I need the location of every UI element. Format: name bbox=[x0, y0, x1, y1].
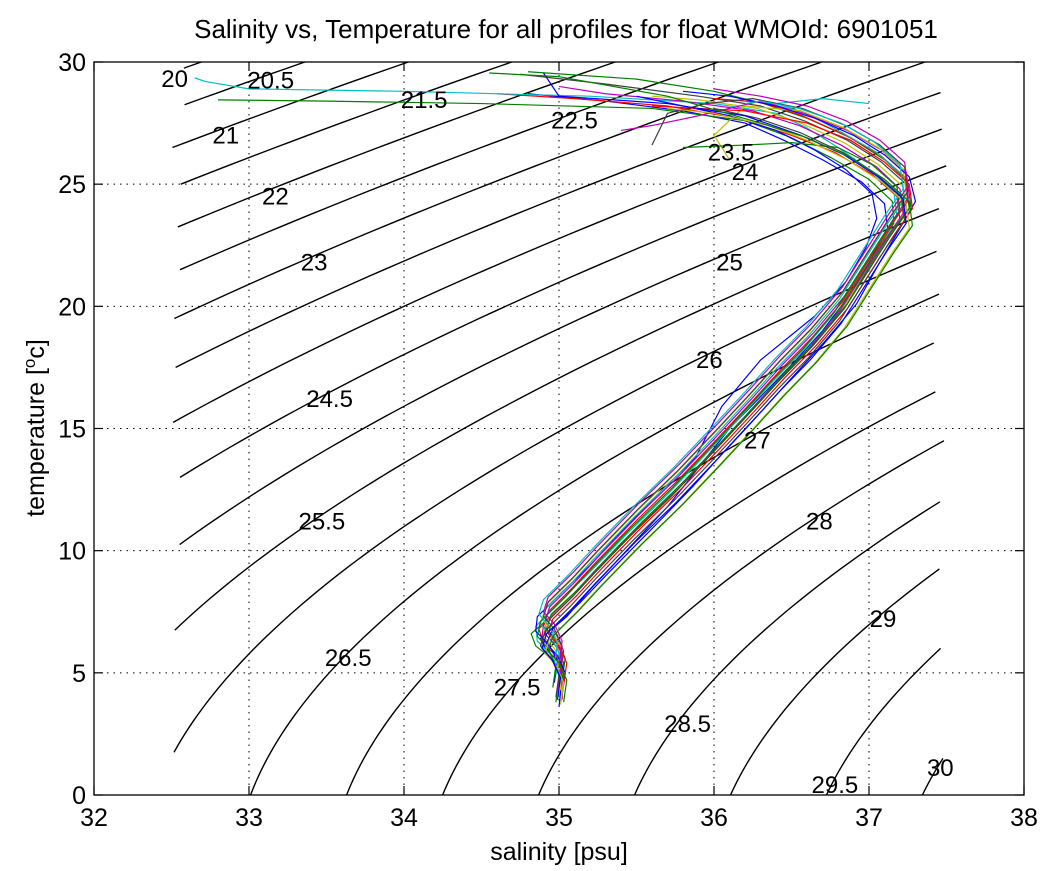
density-contour bbox=[441, 391, 936, 795]
contour-label: 27.5 bbox=[494, 674, 541, 701]
density-contour bbox=[173, 250, 937, 753]
profile-series bbox=[544, 100, 910, 673]
density-contour bbox=[537, 440, 945, 795]
profile-series bbox=[544, 107, 910, 705]
contour-label: 22.5 bbox=[551, 108, 598, 135]
density-contour bbox=[184, 62, 307, 106]
y-tick-label: 15 bbox=[58, 416, 86, 444]
density-contour bbox=[180, 62, 514, 185]
density-contour bbox=[174, 62, 824, 320]
contour-label: 20.5 bbox=[247, 67, 294, 94]
profile-series bbox=[542, 98, 909, 678]
contour-label: 25.5 bbox=[298, 508, 345, 535]
x-tick-label: 38 bbox=[1010, 804, 1038, 832]
x-tick-label: 36 bbox=[700, 804, 728, 832]
density-contour bbox=[172, 91, 941, 424]
y-tick-label: 10 bbox=[58, 538, 86, 566]
density-contour bbox=[345, 342, 935, 795]
profile-series bbox=[542, 98, 909, 669]
x-tick-label: 32 bbox=[80, 804, 108, 832]
density-contour bbox=[179, 165, 947, 546]
contour-label: 29 bbox=[870, 606, 897, 633]
y-axis-label-main: temperature [ bbox=[22, 368, 50, 517]
contour-label: 25 bbox=[716, 249, 743, 276]
contour-label: 30 bbox=[927, 755, 954, 782]
contour-label: 23.5 bbox=[708, 139, 755, 166]
density-contour bbox=[729, 568, 940, 795]
profile-series bbox=[538, 100, 904, 666]
density-contour bbox=[172, 62, 411, 149]
y-tick-label: 0 bbox=[72, 782, 86, 810]
contour-label: 26 bbox=[696, 347, 723, 374]
density-contours bbox=[172, 62, 947, 795]
contour-label: 21 bbox=[212, 122, 239, 149]
contour-label: 28.5 bbox=[664, 711, 711, 738]
contour-label: 23 bbox=[301, 249, 328, 276]
contour-label: 22 bbox=[262, 183, 289, 210]
x-tick-label: 35 bbox=[545, 804, 573, 832]
contour-label: 24 bbox=[732, 159, 759, 186]
density-contour bbox=[183, 62, 204, 69]
profile-series bbox=[542, 88, 909, 664]
contour-label: 28 bbox=[806, 508, 833, 535]
y-axis-label: temperature [oc] bbox=[20, 339, 51, 517]
density-contour bbox=[921, 757, 944, 795]
profile-series bbox=[539, 98, 906, 676]
contour-label: 26.5 bbox=[325, 645, 372, 672]
y-tick-label: 25 bbox=[58, 171, 86, 199]
profile-series bbox=[489, 72, 914, 703]
profile-series bbox=[527, 93, 889, 708]
contour-label: 21.5 bbox=[401, 87, 448, 114]
profile-series bbox=[536, 142, 901, 688]
density-contour bbox=[825, 647, 942, 795]
density-contour bbox=[179, 62, 721, 271]
grid-lines bbox=[94, 62, 1024, 795]
contour-label: 20 bbox=[161, 66, 188, 93]
chart-title: Salinity vs, Temperature for all profile… bbox=[194, 14, 938, 44]
density-contour bbox=[179, 128, 942, 478]
y-axis-label-sup: o bbox=[20, 359, 39, 368]
x-tick-label: 33 bbox=[235, 804, 263, 832]
profile-lines bbox=[194, 71, 917, 708]
y-tick-label: 30 bbox=[58, 49, 86, 77]
axis-ticks: 32 33 34 35 36 37 38 0 5 10 15 20 25 30 bbox=[58, 49, 1038, 832]
x-axis-label: salinity [psu] bbox=[490, 838, 628, 866]
y-tick-label: 20 bbox=[58, 293, 86, 321]
contour-label: 27 bbox=[744, 428, 771, 455]
density-contour bbox=[249, 293, 940, 795]
density-contour bbox=[174, 207, 940, 631]
x-tick-label: 34 bbox=[390, 804, 418, 832]
density-contour bbox=[177, 62, 618, 228]
y-axis-label-end: c] bbox=[22, 339, 50, 358]
x-tick-label: 37 bbox=[855, 804, 883, 832]
y-tick-label: 5 bbox=[72, 660, 86, 688]
profile-series bbox=[539, 107, 906, 698]
contour-label: 24.5 bbox=[306, 386, 353, 413]
profile-series bbox=[542, 95, 907, 690]
density-contour bbox=[633, 501, 941, 795]
profile-series bbox=[541, 85, 904, 693]
